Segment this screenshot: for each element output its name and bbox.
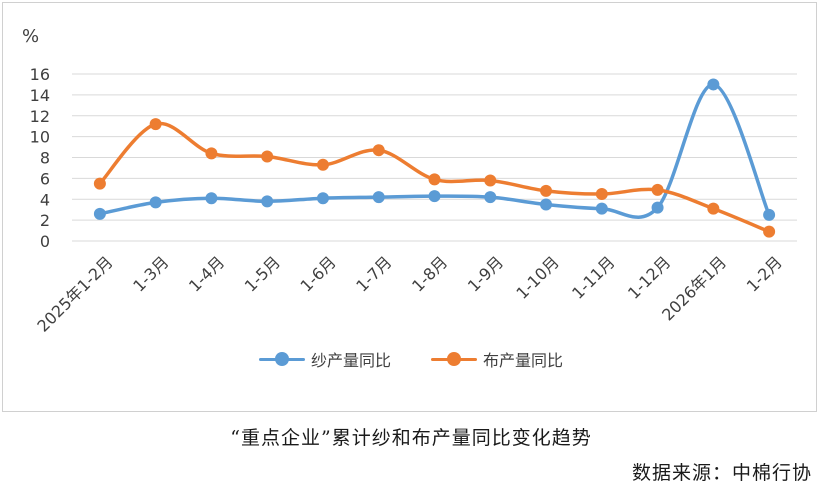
series-1-point-9 xyxy=(595,202,608,215)
series-1-point-6 xyxy=(428,190,441,203)
y-tick-label-10: 10 xyxy=(30,128,50,147)
x-tick-label-3: 1-5月 xyxy=(241,252,284,295)
y-tick-label-0: 0 xyxy=(40,232,50,251)
data-source: 数据来源：中棉行协 xyxy=(631,462,812,484)
series-1-point-7 xyxy=(484,191,497,204)
y-axis-unit: % xyxy=(22,26,40,47)
line-chart: 0 2 4 68 10 12 14 16 2025年1-2月 1-3月 1-4月 1-5月 1-6月 1-… xyxy=(30,65,797,336)
series-1-point-8 xyxy=(540,198,553,211)
x-tick-label-1: 1-3月 xyxy=(129,252,172,295)
y-tick-label-4: 4 xyxy=(40,190,50,209)
x-tick-label-7: 1-9月 xyxy=(464,252,507,295)
series-2-point-12 xyxy=(763,225,776,238)
series-2-point-2 xyxy=(205,147,218,160)
y-tick-label-14: 14 xyxy=(30,86,50,105)
legend-item-series2: 布产量同比 xyxy=(431,347,563,371)
legend-item-series1: 纱产量同比 xyxy=(258,347,391,371)
series-2-point-10 xyxy=(651,183,664,196)
series-2-point-4 xyxy=(316,158,329,171)
series-2-point-11 xyxy=(707,202,720,215)
series-2-point-5 xyxy=(372,144,385,157)
series-2-point-3 xyxy=(261,150,274,163)
y-tick-label-2: 2 xyxy=(40,211,50,230)
y-tick-label-12: 12 xyxy=(30,107,50,126)
x-tick-label-0: 2025年1-2月 xyxy=(33,252,116,335)
series-2-point-9 xyxy=(595,188,608,201)
x-tick-label-12: 1-2月 xyxy=(743,252,786,295)
series-1-point-0 xyxy=(93,207,106,220)
series-1-point-10 xyxy=(651,201,664,214)
y-tick-label-8: 8 xyxy=(40,149,50,168)
series-1-point-11 xyxy=(707,78,720,91)
chart-caption: “重点企业”累计纱和布产量同比变化趋势 xyxy=(230,427,592,449)
series-1-point-12 xyxy=(763,208,776,221)
series-2-point-6 xyxy=(428,173,441,186)
series-2-point-1 xyxy=(149,118,162,131)
x-tick-label-2: 1-4月 xyxy=(185,252,228,295)
x-tick-label-9: 1-11月 xyxy=(568,252,618,302)
chart-frame xyxy=(2,2,817,412)
series-2-point-0 xyxy=(93,177,106,190)
series-2-point-8 xyxy=(540,184,553,197)
y-tick-label-6: 6 xyxy=(40,169,50,188)
series-1-point-3 xyxy=(261,195,274,208)
legend-label-series2: 布产量同比 xyxy=(483,351,564,370)
x-tick-label-10: 1-12月 xyxy=(624,252,674,302)
series-1-point-2 xyxy=(205,192,218,205)
legend-swatch-series2 xyxy=(431,352,477,366)
x-tick-label-4: 1-6月 xyxy=(297,252,340,295)
legend-swatch-series1 xyxy=(258,352,305,366)
legend-label-series1: 纱产量同比 xyxy=(310,351,391,370)
series-1-point-5 xyxy=(372,191,385,204)
series-1-point-1 xyxy=(149,196,162,209)
x-tick-label-5: 1-7月 xyxy=(352,252,395,295)
series-2-point-7 xyxy=(484,174,497,187)
series-1-point-4 xyxy=(316,192,329,205)
x-tick-label-8: 1-10月 xyxy=(512,252,562,302)
y-tick-label-16: 16 xyxy=(30,65,50,84)
legend: 纱产量同比 布产量同比 xyxy=(0,347,822,371)
x-tick-label-6: 1-8月 xyxy=(408,252,451,295)
